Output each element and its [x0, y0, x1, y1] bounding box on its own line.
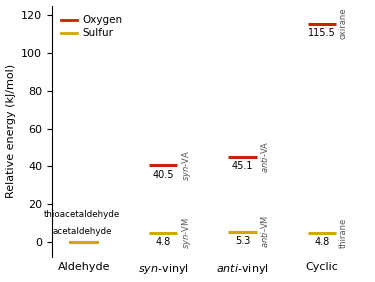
- Y-axis label: Relative energy (kJ/mol): Relative energy (kJ/mol): [6, 64, 15, 199]
- Legend: Oxygen, Sulfur: Oxygen, Sulfur: [57, 11, 126, 43]
- Text: $\it{anti}$-VA: $\it{anti}$-VA: [259, 140, 270, 173]
- Text: thirane: thirane: [339, 218, 348, 248]
- Text: 115.5: 115.5: [308, 28, 336, 38]
- Text: $\it{syn}$-VM: $\it{syn}$-VM: [180, 217, 193, 249]
- Text: 4.8: 4.8: [156, 237, 171, 247]
- Text: acetaldehyde: acetaldehyde: [53, 227, 112, 236]
- Text: $\it{syn}$-VA: $\it{syn}$-VA: [180, 150, 193, 181]
- Text: 40.5: 40.5: [152, 170, 174, 180]
- Text: 5.3: 5.3: [235, 237, 250, 246]
- Text: oxirane: oxirane: [339, 8, 348, 39]
- Text: 4.8: 4.8: [314, 237, 330, 247]
- Text: thioacetaldehyde: thioacetaldehyde: [44, 210, 120, 219]
- Text: 45.1: 45.1: [232, 161, 253, 171]
- Text: $\it{anti}$-VM: $\it{anti}$-VM: [259, 215, 270, 248]
